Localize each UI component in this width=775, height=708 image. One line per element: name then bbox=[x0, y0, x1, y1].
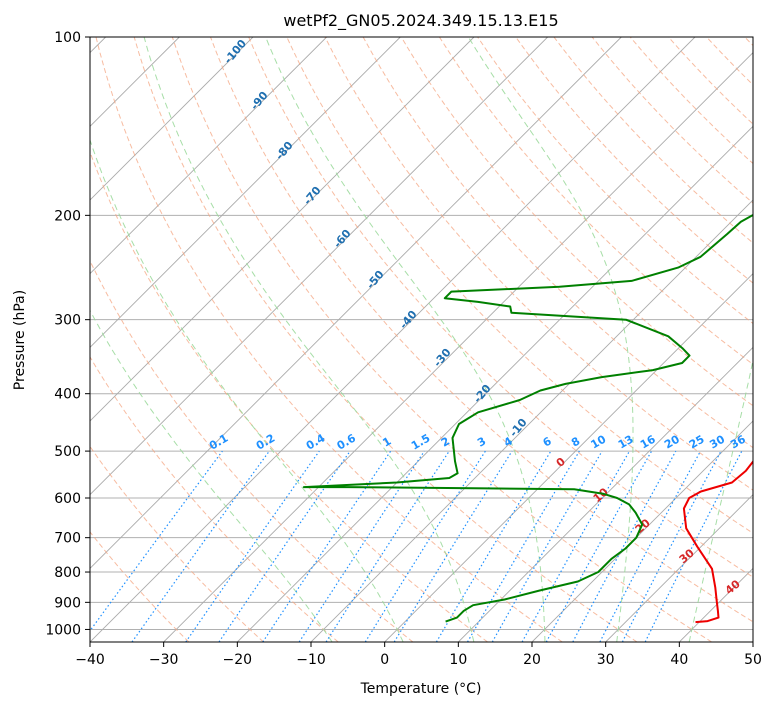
plot-frame bbox=[89, 36, 754, 643]
dry-adiabat-line bbox=[90, 150, 488, 642]
mixing-ratio-line bbox=[545, 450, 653, 642]
y-tick-label: 100 bbox=[54, 30, 81, 46]
isotherm-line bbox=[90, 37, 401, 348]
y-tick-label: 700 bbox=[54, 531, 81, 547]
isotherm-line bbox=[458, 346, 753, 642]
axis-ticks: −40 −30 −20 −10 0 10 20 30 40 50 100 200 300 400 500 60… bbox=[45, 30, 762, 668]
dry-adiabat-line bbox=[95, 37, 563, 642]
isotherm-line bbox=[90, 37, 475, 422]
mixing-ratio-line bbox=[131, 450, 270, 642]
x-tick-label: 50 bbox=[744, 652, 762, 668]
isotherm-line bbox=[237, 125, 753, 642]
dry-adiabat-line bbox=[591, 37, 753, 204]
dry-adiabat-line bbox=[90, 259, 414, 642]
temperature-profile-line bbox=[682, 460, 753, 624]
dry-adiabat-line bbox=[171, 37, 712, 642]
moist-adiabat-line bbox=[143, 37, 475, 642]
mixing-ratio-line bbox=[572, 450, 677, 642]
y-tick-label: 1000 bbox=[45, 622, 81, 638]
x-axis-label: Temperature (°C) bbox=[360, 681, 482, 697]
y-tick-label: 400 bbox=[54, 387, 81, 403]
dewpoint-profile-line bbox=[302, 213, 753, 623]
x-tick-label: −20 bbox=[223, 652, 253, 668]
y-tick-label: 900 bbox=[54, 595, 81, 611]
moist-adiabat-line bbox=[90, 138, 404, 642]
isotherm-line bbox=[90, 37, 622, 569]
dry-adiabat-line bbox=[90, 531, 190, 642]
x-tick-label: 40 bbox=[670, 652, 688, 668]
moist-adiabat-line bbox=[688, 358, 753, 642]
isotherm-line bbox=[384, 273, 753, 642]
isotherm-line bbox=[90, 37, 548, 496]
moist-adiabat-line bbox=[90, 309, 333, 642]
x-tick-label: −30 bbox=[149, 652, 179, 668]
mixing-ratio-line bbox=[435, 450, 552, 642]
chart-title: wetPf2_GN05.2024.349.15.13.E15 bbox=[283, 11, 558, 31]
mixing-ratio-line bbox=[521, 450, 631, 642]
dry-adiabat-line bbox=[324, 37, 753, 491]
dry-adiabat-line bbox=[248, 37, 753, 578]
x-tick-label: −10 bbox=[296, 652, 326, 668]
y-tick-label: 600 bbox=[54, 491, 81, 507]
mixing-ratio-line bbox=[185, 450, 320, 642]
moist-adiabat-line bbox=[265, 37, 546, 642]
y-axis-label: Pressure (hPa) bbox=[12, 290, 28, 390]
dry-adiabat-line bbox=[438, 37, 753, 365]
dry-adiabat-line bbox=[362, 37, 753, 449]
mixing-ratio-line bbox=[393, 450, 513, 642]
x-tick-label: 10 bbox=[449, 652, 467, 668]
isotherm-line bbox=[90, 37, 327, 275]
x-tick-label: 30 bbox=[597, 652, 615, 668]
y-tick-label: 200 bbox=[54, 208, 81, 224]
dry-adiabat-line bbox=[286, 37, 753, 534]
y-tick-label: 500 bbox=[54, 444, 81, 460]
dry-adiabat-line bbox=[400, 37, 753, 407]
dry-adiabat-line bbox=[133, 37, 638, 642]
mixing-ratio-line bbox=[218, 450, 351, 642]
isotherm-line bbox=[90, 37, 696, 642]
y-tick-label: 300 bbox=[54, 313, 81, 329]
isotherm-line bbox=[163, 52, 753, 642]
data-lines bbox=[302, 213, 753, 624]
x-tick-label: 20 bbox=[523, 652, 541, 668]
dry-adiabat-line bbox=[553, 37, 753, 244]
mixing-ratio-line bbox=[364, 450, 486, 642]
x-tick-label: 0 bbox=[380, 652, 389, 668]
mixing-ratio-line bbox=[325, 450, 450, 642]
isotherm-line bbox=[90, 37, 254, 201]
mixing-ratio-line bbox=[90, 450, 223, 632]
dry-adiabat-line bbox=[90, 355, 339, 642]
mixing-ratio-line bbox=[491, 450, 603, 642]
mixing-ratio-line bbox=[466, 450, 580, 642]
isotherm-line bbox=[605, 494, 753, 642]
dry-adiabat-line bbox=[477, 37, 753, 325]
x-tick-label: −40 bbox=[75, 652, 105, 668]
y-tick-label: 800 bbox=[54, 565, 81, 581]
